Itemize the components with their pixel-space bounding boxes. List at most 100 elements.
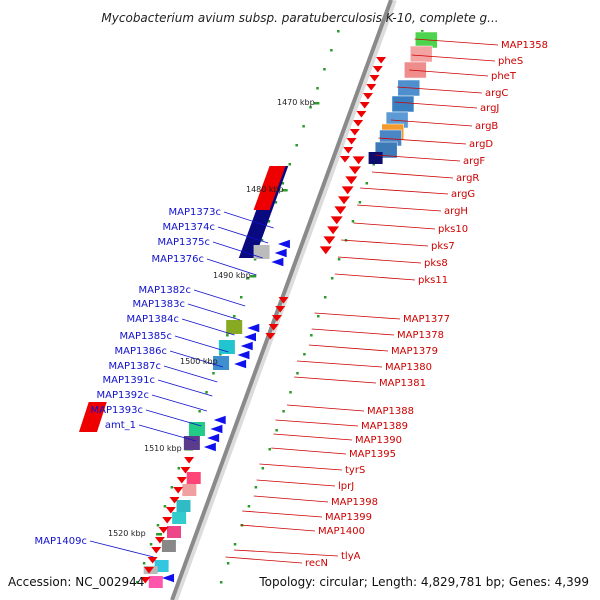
gene-arrow: [345, 176, 358, 185]
gene-label[interactable]: MAP1388: [367, 406, 414, 417]
gene-label[interactable]: MAP1395: [349, 449, 396, 460]
leader-line: [314, 312, 401, 320]
map-title-text: Mycobacterium avium subsp. paratuberculo…: [101, 11, 498, 25]
gene-label[interactable]: MAP1385c: [120, 331, 172, 342]
gene-label[interactable]: lprJ: [338, 481, 354, 492]
gene-box: [188, 422, 205, 436]
gene-arrow: [243, 332, 256, 342]
gene-box: [154, 560, 169, 572]
gene-label[interactable]: amt_1: [105, 420, 136, 431]
gene-label[interactable]: MAP1391c: [103, 375, 155, 386]
gene-box: [368, 152, 383, 164]
leader-line: [286, 404, 365, 412]
gene-label[interactable]: tyrS: [345, 465, 365, 476]
gene-label[interactable]: argD: [469, 139, 493, 150]
gene-arrows: [78, 57, 387, 584]
gene-label[interactable]: MAP1377: [403, 314, 450, 325]
leader-line: [297, 360, 383, 368]
gene-arrow: [162, 517, 173, 524]
gene-label[interactable]: MAP1393c: [91, 405, 143, 416]
gene-label[interactable]: MAP1378: [397, 330, 444, 341]
gene-box: [172, 512, 187, 524]
leader-line: [273, 433, 353, 441]
gene-label[interactable]: pks11: [418, 275, 448, 286]
gene-arrow: [277, 239, 290, 249]
gene-label[interactable]: tlyA: [341, 551, 361, 562]
gene-arrow: [173, 487, 184, 494]
slot-dot: [365, 182, 369, 185]
kbp-tick: [281, 189, 288, 192]
gene-boxes: [143, 31, 438, 588]
gene-arrow: [369, 75, 380, 82]
leader-line: [212, 241, 263, 259]
gene-label[interactable]: pks10: [438, 224, 468, 235]
leader-line: [253, 495, 329, 503]
leader-line: [411, 54, 496, 62]
kbp-tick: [250, 275, 257, 278]
gene-arrow: [346, 138, 357, 145]
slot-dot: [170, 486, 174, 489]
slot-dot: [177, 467, 181, 470]
gene-label[interactable]: pks7: [431, 241, 455, 252]
gene-label[interactable]: MAP1376c: [152, 254, 204, 265]
gene-label[interactable]: MAP1387c: [109, 361, 161, 372]
leader-line: [151, 394, 207, 412]
leader-line: [157, 379, 213, 397]
gene-label[interactable]: MAP1409c: [35, 536, 87, 547]
gene-label[interactable]: MAP1392c: [97, 390, 149, 401]
gene-label[interactable]: argJ: [480, 103, 499, 114]
slot-dot: [330, 277, 334, 280]
gene-label[interactable]: MAP1381: [379, 378, 426, 389]
gene-arrow: [207, 433, 220, 443]
slot-dot: [275, 429, 278, 432]
gene-label[interactable]: MAP1386c: [115, 346, 167, 357]
gene-label[interactable]: MAP1380: [385, 362, 432, 373]
gene-arrow: [376, 57, 387, 64]
slot-dot: [302, 125, 305, 128]
gene-label[interactable]: pks8: [424, 258, 448, 269]
leader-line: [223, 211, 274, 229]
leader-line: [308, 344, 389, 352]
gene-arrow: [180, 467, 191, 474]
gene-arrow-large: [78, 402, 107, 432]
leader-line: [372, 171, 454, 179]
gene-arrow: [162, 573, 175, 583]
gene-label[interactable]: MAP1398: [331, 497, 378, 508]
slot-dot: [337, 258, 341, 261]
gene-arrow: [213, 415, 226, 425]
leader-line: [397, 86, 483, 94]
gene-label[interactable]: MAP1390: [355, 435, 402, 446]
gene-label[interactable]: MAP1389: [361, 421, 408, 432]
gene-label[interactable]: MAP1375c: [158, 237, 210, 248]
gene-label[interactable]: MAP1400: [318, 526, 365, 537]
slot-dot: [303, 353, 306, 356]
slot-dot: [156, 524, 160, 527]
gene-arrow: [341, 186, 354, 195]
gene-label[interactable]: argG: [451, 189, 475, 200]
slot-dot: [247, 505, 251, 508]
gene-label[interactable]: MAP1358: [501, 40, 548, 51]
gene-label[interactable]: pheT: [491, 71, 517, 82]
leader-line: [145, 409, 202, 427]
gene-label[interactable]: argF: [463, 156, 485, 167]
gene-label[interactable]: MAP1399: [325, 512, 372, 523]
gene-label[interactable]: MAP1379: [391, 346, 438, 357]
gene-label[interactable]: argH: [444, 206, 468, 217]
gene-label[interactable]: MAP1382c: [139, 285, 191, 296]
gene-label[interactable]: argC: [485, 88, 508, 99]
slot-dot: [337, 30, 340, 33]
gene-label[interactable]: MAP1373c: [169, 207, 221, 218]
gene-label[interactable]: argR: [456, 173, 479, 184]
leader-line: [256, 479, 336, 487]
gene-label[interactable]: MAP1384c: [127, 314, 179, 325]
gene-label[interactable]: pheS: [498, 56, 523, 67]
gene-label[interactable]: MAP1383c: [133, 299, 185, 310]
leader-line: [294, 376, 377, 384]
gene-label[interactable]: recN: [305, 558, 328, 569]
kbp-label: 1520 kbp: [108, 529, 146, 538]
kbp-tick: [313, 102, 320, 105]
gene-arrow: [352, 156, 365, 165]
gene-label[interactable]: argB: [475, 121, 498, 132]
gene-label[interactable]: MAP1374c: [163, 222, 215, 233]
leader-line: [311, 328, 395, 336]
